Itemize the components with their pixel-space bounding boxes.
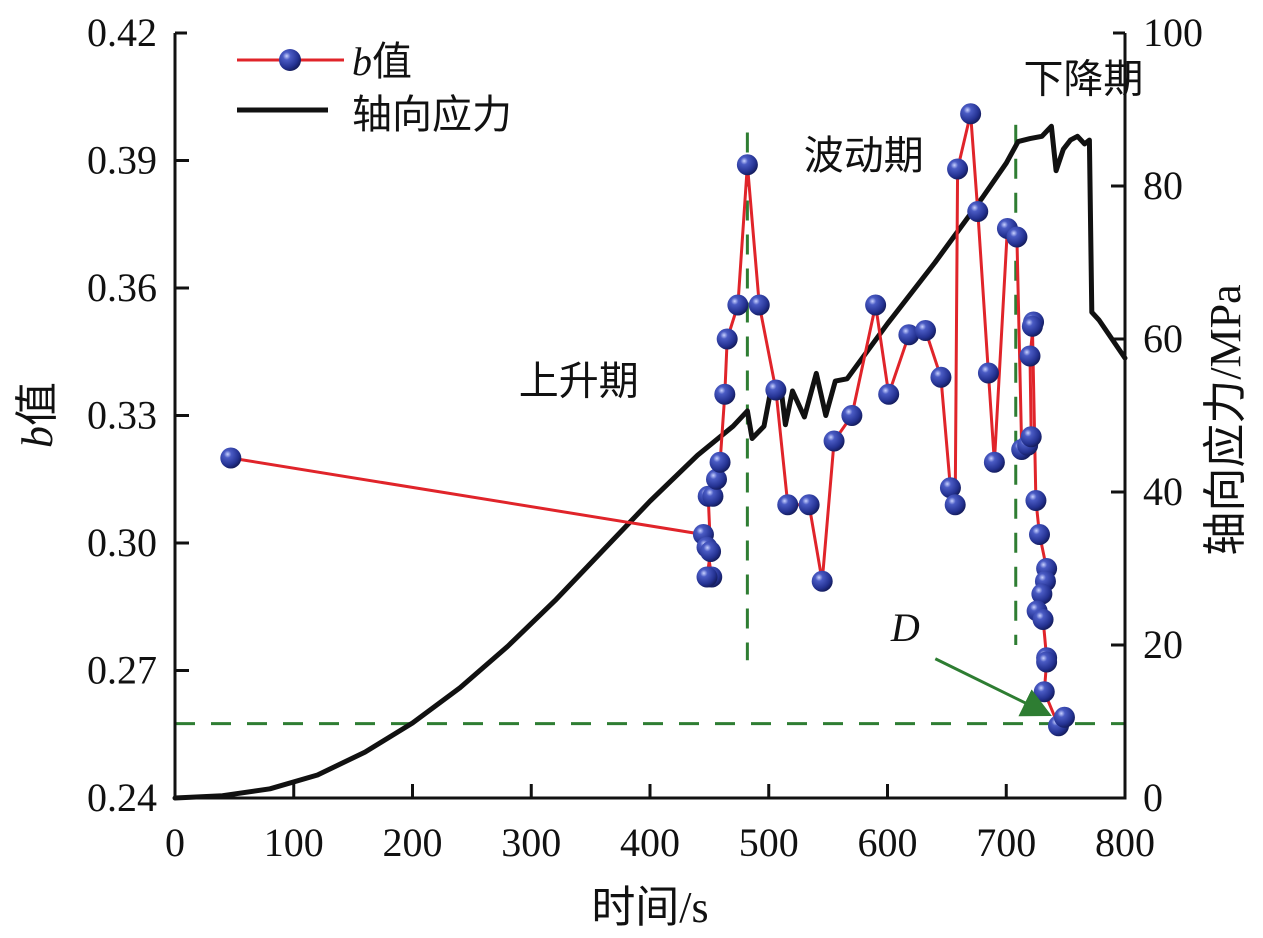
y-right-axis-ticks: 0 20 40 60 80 100	[1111, 10, 1203, 820]
b-value-line	[230, 112, 1066, 728]
b-value-point	[983, 451, 1005, 473]
x-tick-label: 300	[501, 820, 561, 865]
b-value-series	[220, 103, 1075, 737]
annotation-arrow	[934, 657, 1052, 717]
phase-label: 下降期	[1023, 57, 1143, 102]
b-value-point	[706, 468, 727, 490]
x-tick-label: 500	[739, 820, 799, 865]
y-right-tick-label: 60	[1143, 316, 1183, 361]
y-left-tick-label: 0.36	[87, 265, 157, 310]
legend-b-label: b值	[352, 39, 412, 84]
b-value-point	[811, 570, 833, 592]
b-value-point	[1031, 583, 1053, 605]
annotation-d-label: D	[890, 605, 920, 650]
b-value-point	[1020, 426, 1042, 448]
b-value-point	[1006, 226, 1028, 248]
b-value-point	[1036, 651, 1058, 673]
y-left-tick-label: 0.30	[87, 520, 157, 565]
b-value-point	[1021, 315, 1043, 337]
y-right-tick-label: 20	[1143, 622, 1183, 667]
phase-label: 上升期	[519, 358, 639, 403]
b-value-point	[898, 324, 920, 346]
b-value-point	[865, 294, 887, 316]
phase-label: 波动期	[804, 133, 924, 178]
b-value-point	[878, 383, 900, 405]
y-right-tick-label: 40	[1143, 469, 1183, 514]
x-tick-label: 800	[1095, 820, 1155, 865]
y-right-axis-title: 轴向应力/MPa	[1201, 284, 1250, 555]
legend-stress-label: 轴向应力	[352, 92, 512, 137]
b-value-point	[930, 366, 952, 388]
y-left-tick-label: 0.27	[87, 648, 157, 693]
x-tick-label: 600	[858, 820, 918, 865]
y-left-tick-label: 0.42	[87, 10, 157, 55]
legend-b-label-italic: b	[352, 39, 372, 84]
b-value-point	[700, 541, 722, 562]
y-left-tick-label: 0.39	[87, 138, 157, 183]
b-value-point	[1025, 490, 1047, 511]
x-tick-label: 200	[383, 820, 443, 865]
b-value-point	[798, 494, 820, 516]
b-value-point	[1053, 706, 1075, 728]
y-right-tick-label: 80	[1143, 163, 1183, 208]
b-value-point	[915, 320, 936, 341]
b-value-point	[220, 447, 242, 469]
y-left-tick-label: 0.33	[87, 393, 157, 438]
b-value-point	[702, 485, 724, 507]
b-value-point	[736, 154, 758, 176]
b-value-point	[977, 362, 999, 384]
b-value-point	[1029, 524, 1050, 545]
b-value-point	[823, 430, 845, 452]
legend-b-label-rest: 值	[372, 39, 412, 84]
b-value-point	[748, 294, 770, 316]
b-value-point	[841, 405, 863, 426]
b-value-point	[1019, 345, 1041, 367]
stress-line	[172, 123, 1128, 801]
x-axis-ticks: 0 100 200 300 400 500 600 700 800	[165, 784, 1155, 865]
b-value-point	[944, 494, 966, 516]
b-value-point	[696, 566, 718, 588]
y-right-tick-label: 0	[1143, 775, 1163, 820]
b-value-point	[765, 379, 787, 401]
legend-b-marker	[279, 49, 301, 71]
y-left-tick-label: 0.24	[87, 775, 157, 820]
y-left-axis-title: b值	[13, 382, 62, 448]
b-value-point	[709, 451, 731, 473]
y-left-axis-ticks: 0.24 0.27 0.30 0.33 0.36 0.39 0.42	[87, 10, 189, 820]
annotations: 上升期 波动期 下降期 D	[519, 57, 1143, 717]
b-value-point	[960, 103, 982, 125]
b-value-point	[777, 494, 799, 516]
x-tick-label: 400	[620, 820, 680, 865]
b-value-point	[1033, 681, 1055, 703]
x-tick-label: 100	[264, 820, 324, 865]
y-left-title-rest: 值	[13, 382, 62, 426]
x-tick-label: 700	[976, 820, 1036, 865]
legend: b值 轴向应力	[237, 39, 512, 137]
b-value-point	[716, 328, 738, 350]
y-left-title-italic: b	[13, 426, 62, 448]
b-value-point	[939, 477, 961, 499]
b-value-point	[714, 383, 736, 405]
x-axis-title: 时间/s	[591, 883, 708, 932]
stress-series	[172, 123, 1128, 801]
y-right-tick-label: 100	[1143, 10, 1203, 55]
b-value-point	[727, 294, 749, 316]
reference-lines	[175, 124, 1125, 726]
b-value-point	[967, 201, 989, 222]
b-value-point	[1032, 609, 1054, 630]
x-tick-label: 0	[165, 820, 185, 865]
b-value-point	[947, 158, 969, 180]
